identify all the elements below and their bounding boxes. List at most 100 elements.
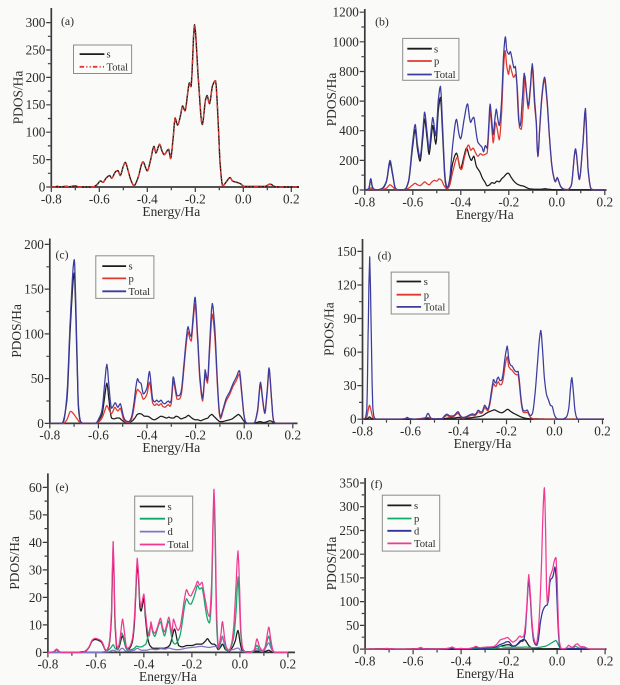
svg-text:150: 150 [339, 570, 359, 585]
svg-text:Total: Total [434, 70, 456, 81]
svg-text:50: 50 [32, 152, 46, 167]
svg-text:-0.4: -0.4 [137, 428, 158, 443]
svg-text:-0.8: -0.8 [37, 657, 58, 672]
svg-text:(a): (a) [61, 14, 74, 28]
svg-text:0.2: 0.2 [285, 428, 301, 443]
svg-text:-0.8: -0.8 [39, 428, 60, 443]
svg-text:-0.2: -0.2 [185, 191, 206, 206]
svg-text:20: 20 [29, 590, 43, 605]
svg-text:-0.2: -0.2 [185, 428, 206, 443]
svg-text:0.0: 0.0 [549, 653, 566, 668]
svg-text:PDOS/Ha: PDOS/Ha [7, 536, 22, 590]
svg-text:1200: 1200 [333, 5, 360, 20]
svg-text:800: 800 [339, 64, 359, 79]
svg-text:PDOS/Ha: PDOS/Ha [324, 73, 339, 127]
svg-text:Total: Total [168, 540, 190, 551]
svg-text:100: 100 [26, 125, 46, 140]
svg-text:PDOS/Ha: PDOS/Ha [10, 71, 25, 125]
svg-text:s: s [168, 502, 172, 513]
svg-text:Energy/Ha: Energy/Ha [142, 440, 200, 455]
svg-text:0: 0 [35, 645, 42, 660]
svg-text:(f): (f) [371, 477, 383, 491]
svg-text:-0.6: -0.6 [85, 657, 106, 672]
svg-text:Total: Total [129, 287, 151, 298]
svg-text:PDOS/Ha: PDOS/Ha [324, 537, 339, 591]
svg-text:0: 0 [353, 642, 360, 657]
svg-text:(d): (d) [378, 249, 392, 263]
svg-text:300: 300 [339, 499, 359, 514]
svg-text:-0.4: -0.4 [133, 657, 154, 672]
svg-text:200: 200 [24, 237, 44, 252]
svg-text:60: 60 [29, 480, 43, 495]
svg-text:-0.2: -0.2 [496, 424, 517, 439]
svg-text:0.2: 0.2 [597, 194, 613, 209]
svg-text:PDOS/Ha: PDOS/Ha [322, 302, 337, 356]
svg-text:-0.6: -0.6 [88, 428, 109, 443]
svg-text:600: 600 [339, 94, 359, 109]
svg-text:p: p [129, 274, 134, 285]
svg-text:Total: Total [107, 62, 129, 73]
svg-text:s: s [434, 44, 438, 55]
svg-text:0: 0 [37, 416, 44, 431]
svg-text:-0.8: -0.8 [352, 424, 373, 439]
svg-text:0.2: 0.2 [594, 424, 610, 439]
svg-text:250: 250 [26, 43, 46, 58]
svg-text:Energy/Ha: Energy/Ha [139, 669, 197, 684]
svg-text:d: d [414, 526, 420, 537]
svg-text:250: 250 [339, 523, 359, 538]
svg-text:-0.8: -0.8 [41, 191, 62, 206]
svg-text:150: 150 [337, 244, 357, 259]
svg-text:-0.6: -0.6 [403, 653, 424, 668]
svg-text:1000: 1000 [333, 34, 360, 49]
svg-text:Energy/Ha: Energy/Ha [454, 436, 512, 451]
svg-text:400: 400 [339, 123, 359, 138]
svg-text:50: 50 [29, 507, 43, 522]
svg-text:30: 30 [29, 562, 43, 577]
svg-text:s: s [107, 50, 111, 61]
svg-text:0: 0 [39, 179, 46, 194]
svg-text:120: 120 [337, 277, 357, 292]
svg-text:-0.2: -0.2 [498, 194, 519, 209]
svg-text:Energy/Ha: Energy/Ha [456, 207, 514, 222]
svg-text:Total: Total [414, 539, 436, 550]
svg-text:-0.4: -0.4 [451, 653, 472, 668]
svg-text:0.2: 0.2 [597, 653, 613, 668]
svg-text:-0.2: -0.2 [499, 653, 520, 668]
svg-text:-0.4: -0.4 [450, 194, 471, 209]
svg-text:0.2: 0.2 [283, 191, 299, 206]
svg-text:0.2: 0.2 [280, 657, 296, 672]
svg-text:10: 10 [29, 617, 43, 632]
svg-text:200: 200 [26, 70, 46, 85]
svg-text:Total: Total [424, 303, 446, 314]
svg-text:350: 350 [339, 475, 359, 490]
svg-text:(c): (c) [55, 248, 68, 262]
svg-text:150: 150 [26, 97, 46, 112]
svg-text:40: 40 [29, 535, 43, 550]
svg-text:p: p [168, 514, 173, 525]
svg-text:-0.6: -0.6 [89, 191, 110, 206]
svg-text:50: 50 [31, 371, 45, 386]
svg-text:0: 0 [350, 412, 357, 427]
svg-text:-0.2: -0.2 [181, 657, 202, 672]
svg-text:200: 200 [339, 547, 359, 562]
svg-text:100: 100 [24, 326, 44, 341]
svg-text:p: p [434, 57, 439, 68]
svg-text:0.0: 0.0 [546, 424, 563, 439]
svg-text:90: 90 [343, 311, 357, 326]
svg-text:50: 50 [346, 618, 360, 633]
svg-text:200: 200 [339, 153, 359, 168]
svg-text:p: p [414, 514, 419, 525]
svg-text:-0.8: -0.8 [355, 653, 376, 668]
svg-text:30: 30 [343, 378, 357, 393]
svg-text:-0.8: -0.8 [354, 194, 375, 209]
svg-text:-0.4: -0.4 [448, 424, 469, 439]
svg-text:Energy/Ha: Energy/Ha [456, 666, 514, 681]
svg-text:300: 300 [26, 15, 46, 30]
svg-text:0.0: 0.0 [232, 657, 249, 672]
svg-text:0.0: 0.0 [549, 194, 566, 209]
svg-text:p: p [424, 290, 429, 301]
svg-text:-0.6: -0.6 [400, 424, 421, 439]
svg-text:PDOS/Ha: PDOS/Ha [9, 304, 24, 358]
svg-text:-0.6: -0.6 [402, 194, 423, 209]
svg-text:60: 60 [343, 345, 357, 360]
